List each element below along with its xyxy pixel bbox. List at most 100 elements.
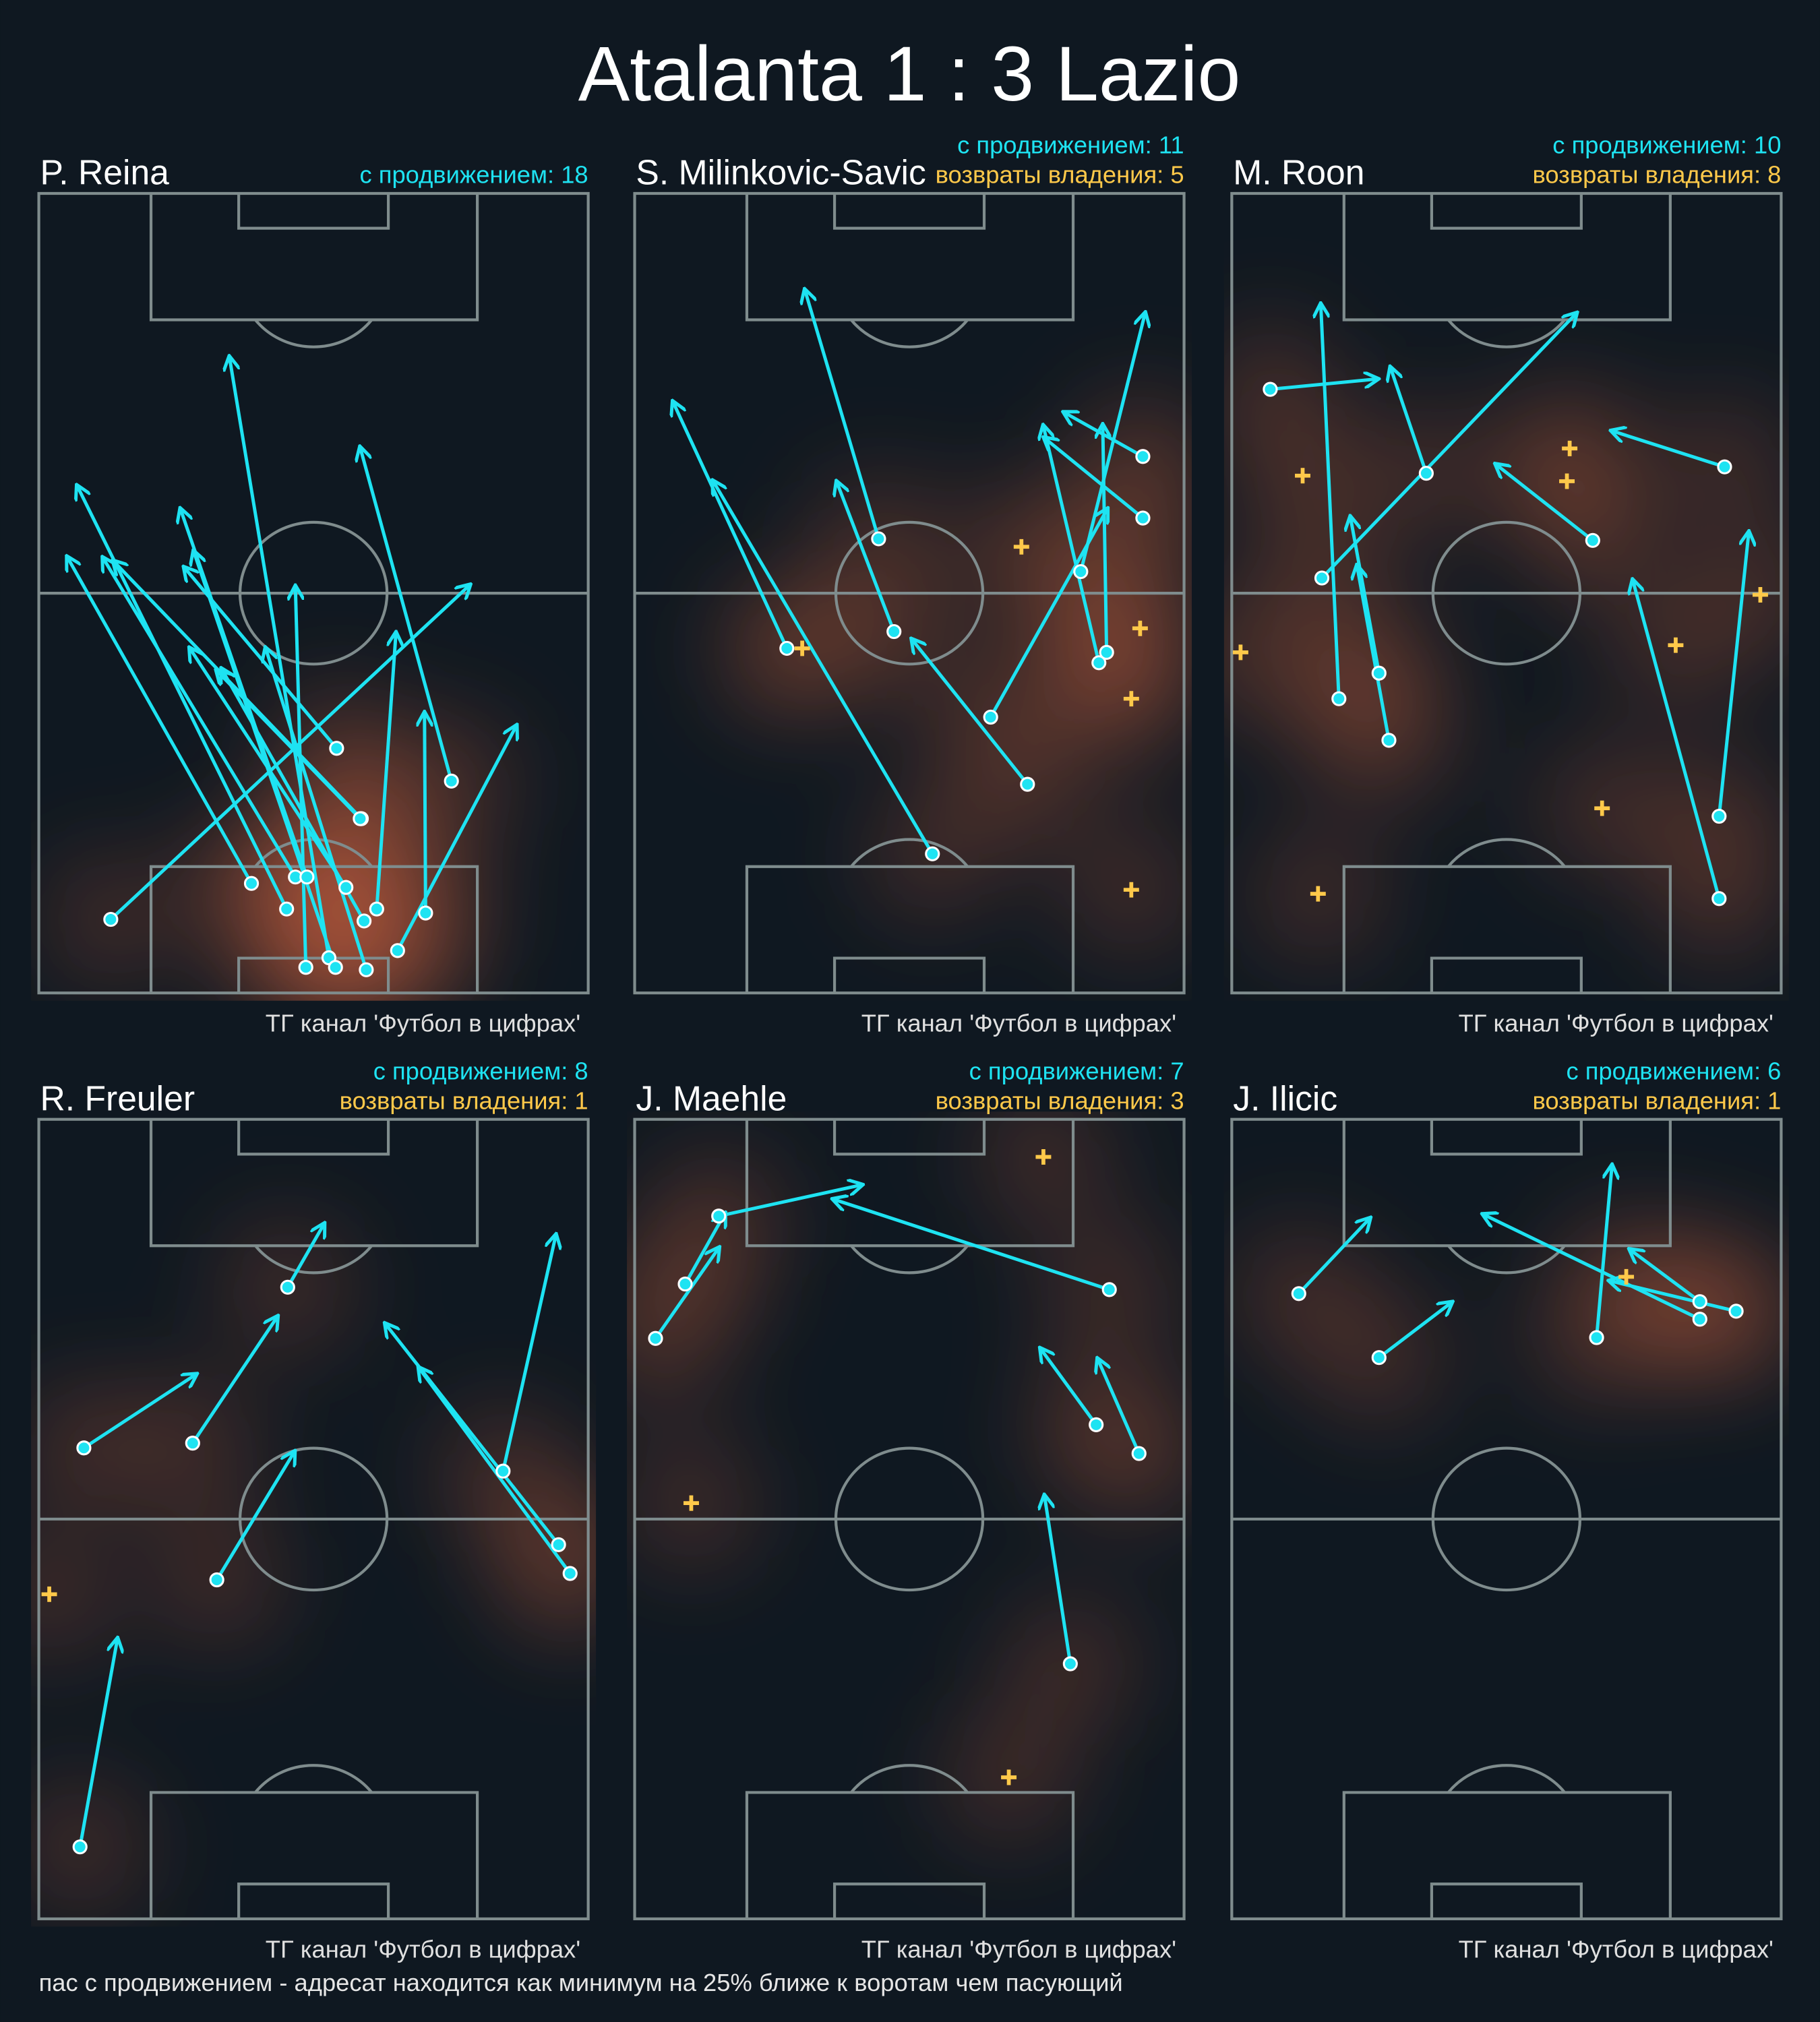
penalty-arc <box>850 1764 969 1794</box>
pass-start <box>711 1208 727 1224</box>
pass-arrow <box>103 558 297 878</box>
pass-start <box>1099 644 1114 660</box>
recovery-marker <box>683 1495 699 1511</box>
pass-arrow <box>1612 431 1726 469</box>
watermark: ТГ канал 'Футбол в цифрах' <box>861 1010 1176 1037</box>
pass-arrow <box>375 633 396 909</box>
footnote: пас с продвижением - адресат находится к… <box>39 1969 1123 1996</box>
pass-start <box>185 1436 200 1451</box>
pass-start <box>1381 733 1397 748</box>
pass-start <box>1711 808 1727 824</box>
pass-arrow <box>222 669 366 922</box>
recovery-marker <box>1310 886 1326 902</box>
penalty-arc <box>850 319 969 348</box>
pass-arrow <box>67 557 253 884</box>
penalty-box <box>745 1119 1075 1248</box>
pass-arrow <box>1350 517 1381 674</box>
pass-start <box>1091 655 1107 671</box>
pass-start <box>418 905 433 921</box>
center-circle <box>1431 1446 1582 1592</box>
pass-arrow <box>912 640 1029 786</box>
pass-start <box>677 1276 693 1292</box>
pass-arrow <box>1610 1281 1737 1313</box>
pass-start <box>329 741 344 756</box>
penalty-box <box>1342 1791 1672 1919</box>
pass-arrow <box>1496 464 1594 542</box>
recoveries-label: возвраты владения: 5 <box>936 161 1184 189</box>
recovery-marker <box>794 640 810 656</box>
pass-start <box>1692 1294 1707 1310</box>
pass-arrow <box>1717 532 1749 817</box>
pass-arrow <box>1484 1215 1701 1321</box>
pass-start <box>390 943 405 958</box>
pass-arrow <box>1378 1302 1452 1359</box>
watermark: ТГ канал 'Футбол в цифрах' <box>1459 1935 1773 1963</box>
penalty-arc <box>1447 1764 1566 1794</box>
recovery-marker <box>1123 882 1139 898</box>
player-name: M. Roon <box>1233 153 1364 192</box>
pass-start <box>1418 466 1434 481</box>
pass-arrow <box>78 1639 117 1847</box>
pass-arrow <box>673 402 789 649</box>
pass-arrow <box>360 448 454 782</box>
penalty-arc <box>254 1764 373 1794</box>
recoveries-label: возвраты владения: 1 <box>340 1086 588 1114</box>
penalty-box <box>745 865 1075 993</box>
watermark: ТГ канал 'Футбол в цифрах' <box>266 1935 580 1963</box>
pass-start <box>1717 459 1732 474</box>
pass-start <box>369 901 384 917</box>
pass-start <box>1728 1304 1744 1319</box>
pass-arrow <box>217 671 362 820</box>
pass-arrow <box>837 482 896 632</box>
pass-start <box>338 880 354 895</box>
pass-arrow <box>1043 426 1101 663</box>
progressive-label: с продвижением: 18 <box>360 161 588 189</box>
recovery-marker <box>1232 644 1248 661</box>
pass-start <box>1589 1330 1604 1345</box>
pass-arrow <box>215 1452 295 1581</box>
pass-start <box>1291 1286 1306 1301</box>
recovery-marker <box>1035 1148 1052 1165</box>
pass-start <box>1331 691 1347 706</box>
heat-spot <box>1223 590 1303 714</box>
pass-start <box>779 640 795 656</box>
center-circle <box>834 1446 985 1592</box>
recovery-marker <box>1123 691 1139 707</box>
pass-arrow <box>834 1199 1110 1291</box>
pass-arrow <box>1321 313 1576 580</box>
pass-arrow <box>1633 580 1721 899</box>
penalty-arc <box>1447 1244 1566 1275</box>
recovery-marker <box>41 1586 57 1602</box>
recovery-marker <box>1752 586 1768 603</box>
pass-arrow <box>1595 1166 1612 1338</box>
player-name: J. Ilicic <box>1233 1078 1337 1117</box>
pass-start <box>871 531 886 547</box>
recoveries-label: возвраты владения: 3 <box>936 1086 1184 1114</box>
player-name: J. Maehle <box>636 1078 787 1117</box>
recovery-marker <box>1001 1769 1017 1785</box>
pass-start <box>1135 449 1151 464</box>
pass-arrow <box>1045 1496 1072 1664</box>
six-yard-box <box>237 193 390 230</box>
six-yard-box <box>237 1119 390 1156</box>
penalty-box <box>1342 193 1672 321</box>
pass-arrow <box>191 1317 278 1444</box>
pass-start <box>1711 891 1727 907</box>
penalty-arc <box>850 1244 969 1275</box>
pass-start <box>1263 381 1278 397</box>
page-title: Atalanta 1 : 3 Lazio <box>578 31 1241 117</box>
recovery-marker <box>1132 620 1148 636</box>
penalty-arc <box>1447 838 1566 868</box>
penalty-arc <box>254 319 373 348</box>
pass-start <box>280 1279 295 1295</box>
pass-start <box>353 811 368 826</box>
pass-start <box>209 1572 224 1588</box>
pass-start <box>1314 570 1330 586</box>
recovery-marker <box>1618 1268 1635 1285</box>
center-circle <box>238 1446 389 1592</box>
six-yard-box <box>832 193 986 230</box>
pass-arrow <box>654 1248 719 1340</box>
pass-start <box>1371 665 1387 681</box>
